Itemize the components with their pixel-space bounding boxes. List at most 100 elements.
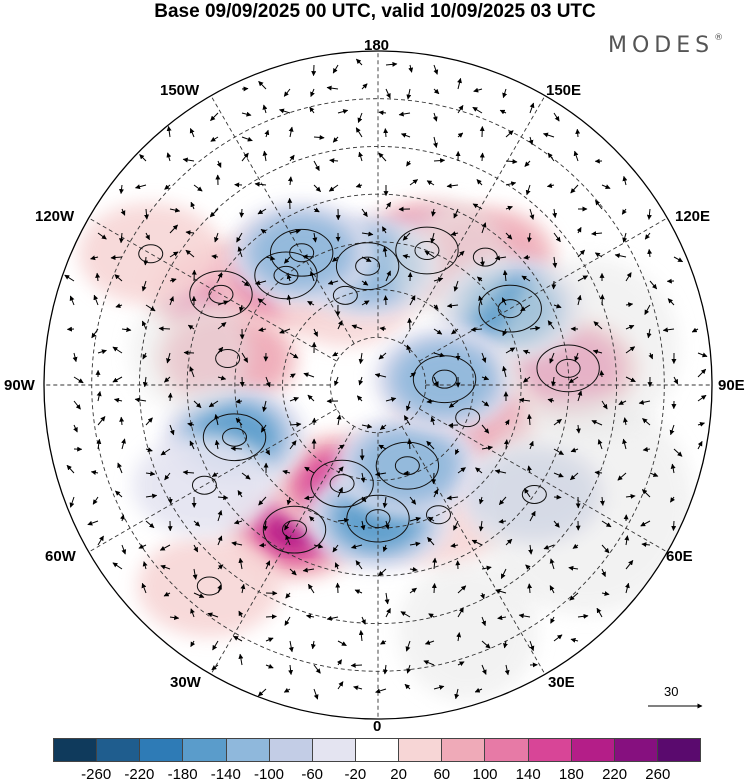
wind-vector-492 xyxy=(409,566,418,572)
colorbar-segment-13 xyxy=(614,739,658,761)
wind-vector-48 xyxy=(528,136,534,146)
wind-vector-354 xyxy=(121,438,126,450)
wind-vector-443 xyxy=(384,520,390,530)
wind-vector-356 xyxy=(160,448,171,456)
wind-vector-461 xyxy=(217,535,223,546)
lon-label-120e: 120E xyxy=(675,208,711,225)
wind-vector-359 xyxy=(230,446,243,452)
wind-vector-89 xyxy=(546,183,555,188)
wind-vector-398 xyxy=(527,465,532,474)
wind-vector-263 xyxy=(522,349,531,355)
wind-vector-424 xyxy=(523,488,531,498)
wind-vector-441 xyxy=(337,517,350,523)
wind-vector-468 xyxy=(382,544,388,552)
wind-vector-52 xyxy=(166,152,172,162)
wind-vector-470 xyxy=(427,537,435,546)
wind-vector-444 xyxy=(409,516,421,522)
contour-9-0 xyxy=(329,474,355,494)
wind-vector-245 xyxy=(97,349,107,355)
wind-vector-111 xyxy=(552,208,558,219)
wind-vector-365 xyxy=(378,444,387,450)
lon-label-0: 0 xyxy=(373,718,382,735)
wind-vector-264 xyxy=(549,352,555,364)
wind-vector-55 xyxy=(241,152,249,162)
lat-circle-70 xyxy=(282,289,474,481)
wind-vector-181 xyxy=(453,280,459,292)
wind-vector-413 xyxy=(258,496,267,506)
wind-vector-131 xyxy=(450,231,459,237)
wind-vector-27 xyxy=(432,112,438,122)
wind-vector-84 xyxy=(426,180,435,186)
wind-vector-557 xyxy=(553,634,563,642)
wind-vector-62 xyxy=(406,160,412,167)
wind-vector-241 xyxy=(646,328,652,339)
wind-vector-483 xyxy=(192,568,198,580)
wind-vector-540 xyxy=(577,613,589,619)
wind-vector-487 xyxy=(289,568,297,576)
wind-vector-117 xyxy=(118,232,124,244)
wind-vector-142 xyxy=(143,256,149,266)
wind-vector-578 xyxy=(375,688,387,694)
wind-vector-130 xyxy=(430,232,436,244)
wind-vector-143 xyxy=(169,251,179,258)
wind-vector-489 xyxy=(334,562,340,570)
wind-vector-133 xyxy=(505,232,513,240)
wind-vector-344 xyxy=(526,413,532,426)
wind-vector-428 xyxy=(625,493,636,499)
wind-vector-329 xyxy=(169,424,175,436)
wind-vector-536 xyxy=(481,616,487,627)
colorbar-segment-11 xyxy=(528,739,572,761)
wind-vector-156 xyxy=(479,256,485,267)
wind-vector-366 xyxy=(407,439,413,450)
wind-vector-300 xyxy=(114,397,123,403)
wind-vector-493 xyxy=(432,557,438,570)
wind-vector-29 xyxy=(472,106,483,114)
wind-vector-154 xyxy=(424,250,435,258)
wind-vector-462 xyxy=(231,541,243,547)
wind-vector-194 xyxy=(145,304,156,312)
wind-vector-431 xyxy=(87,520,99,526)
wind-vector-450 xyxy=(553,520,560,528)
wind-vector-5 xyxy=(433,64,439,75)
wind-vector-7 xyxy=(258,80,267,90)
wind-vector-460 xyxy=(193,544,199,553)
wind-vector-275 xyxy=(164,376,171,383)
wind-vector-425 xyxy=(553,494,562,500)
lat-circle-60 xyxy=(234,241,522,529)
wind-vector-411 xyxy=(217,495,229,501)
wind-vector-476 xyxy=(572,543,579,549)
wind-vector-532 xyxy=(385,608,391,618)
anomaly-blob-20-level-0 xyxy=(132,434,277,537)
colorbar-tick-label: -180 xyxy=(167,766,198,783)
wind-vector-317 xyxy=(518,397,531,403)
wind-vector-510 xyxy=(335,582,341,594)
wind-vector-145 xyxy=(211,254,219,260)
wind-vector-511 xyxy=(354,589,363,595)
colorbar-tick-label: 20 xyxy=(390,766,407,783)
wind-vector-486 xyxy=(265,560,271,570)
wind-vector-438 xyxy=(262,520,268,532)
wind-vector-319 xyxy=(577,390,583,402)
colorbar-segment-6 xyxy=(312,739,356,761)
wind-vector-220 xyxy=(141,320,147,330)
wind-vector-349 xyxy=(642,418,651,426)
wind-vector-284 xyxy=(374,373,387,378)
wind-vector-380 xyxy=(90,470,99,476)
wind-vector-16 xyxy=(473,87,483,93)
meridian-330 xyxy=(210,426,355,675)
contour-16-1 xyxy=(269,228,334,277)
wind-vector-515 xyxy=(457,585,467,594)
wind-vector-265 xyxy=(574,352,579,362)
wind-vector-375 xyxy=(622,438,627,450)
wind-vector-161 xyxy=(594,252,603,258)
wind-vector-423 xyxy=(498,496,507,505)
wind-vector-101 xyxy=(313,207,320,213)
wind-vector-45 xyxy=(457,132,464,138)
wind-vector-433 xyxy=(145,520,155,529)
colorbar-tick-label: -20 xyxy=(344,766,367,783)
wind-vector-157 xyxy=(494,255,507,261)
contour-4-0 xyxy=(414,240,440,260)
colorbar-segment-7 xyxy=(355,739,400,761)
wind-vector-516 xyxy=(480,592,485,600)
colorbar-segment-10 xyxy=(485,739,529,761)
